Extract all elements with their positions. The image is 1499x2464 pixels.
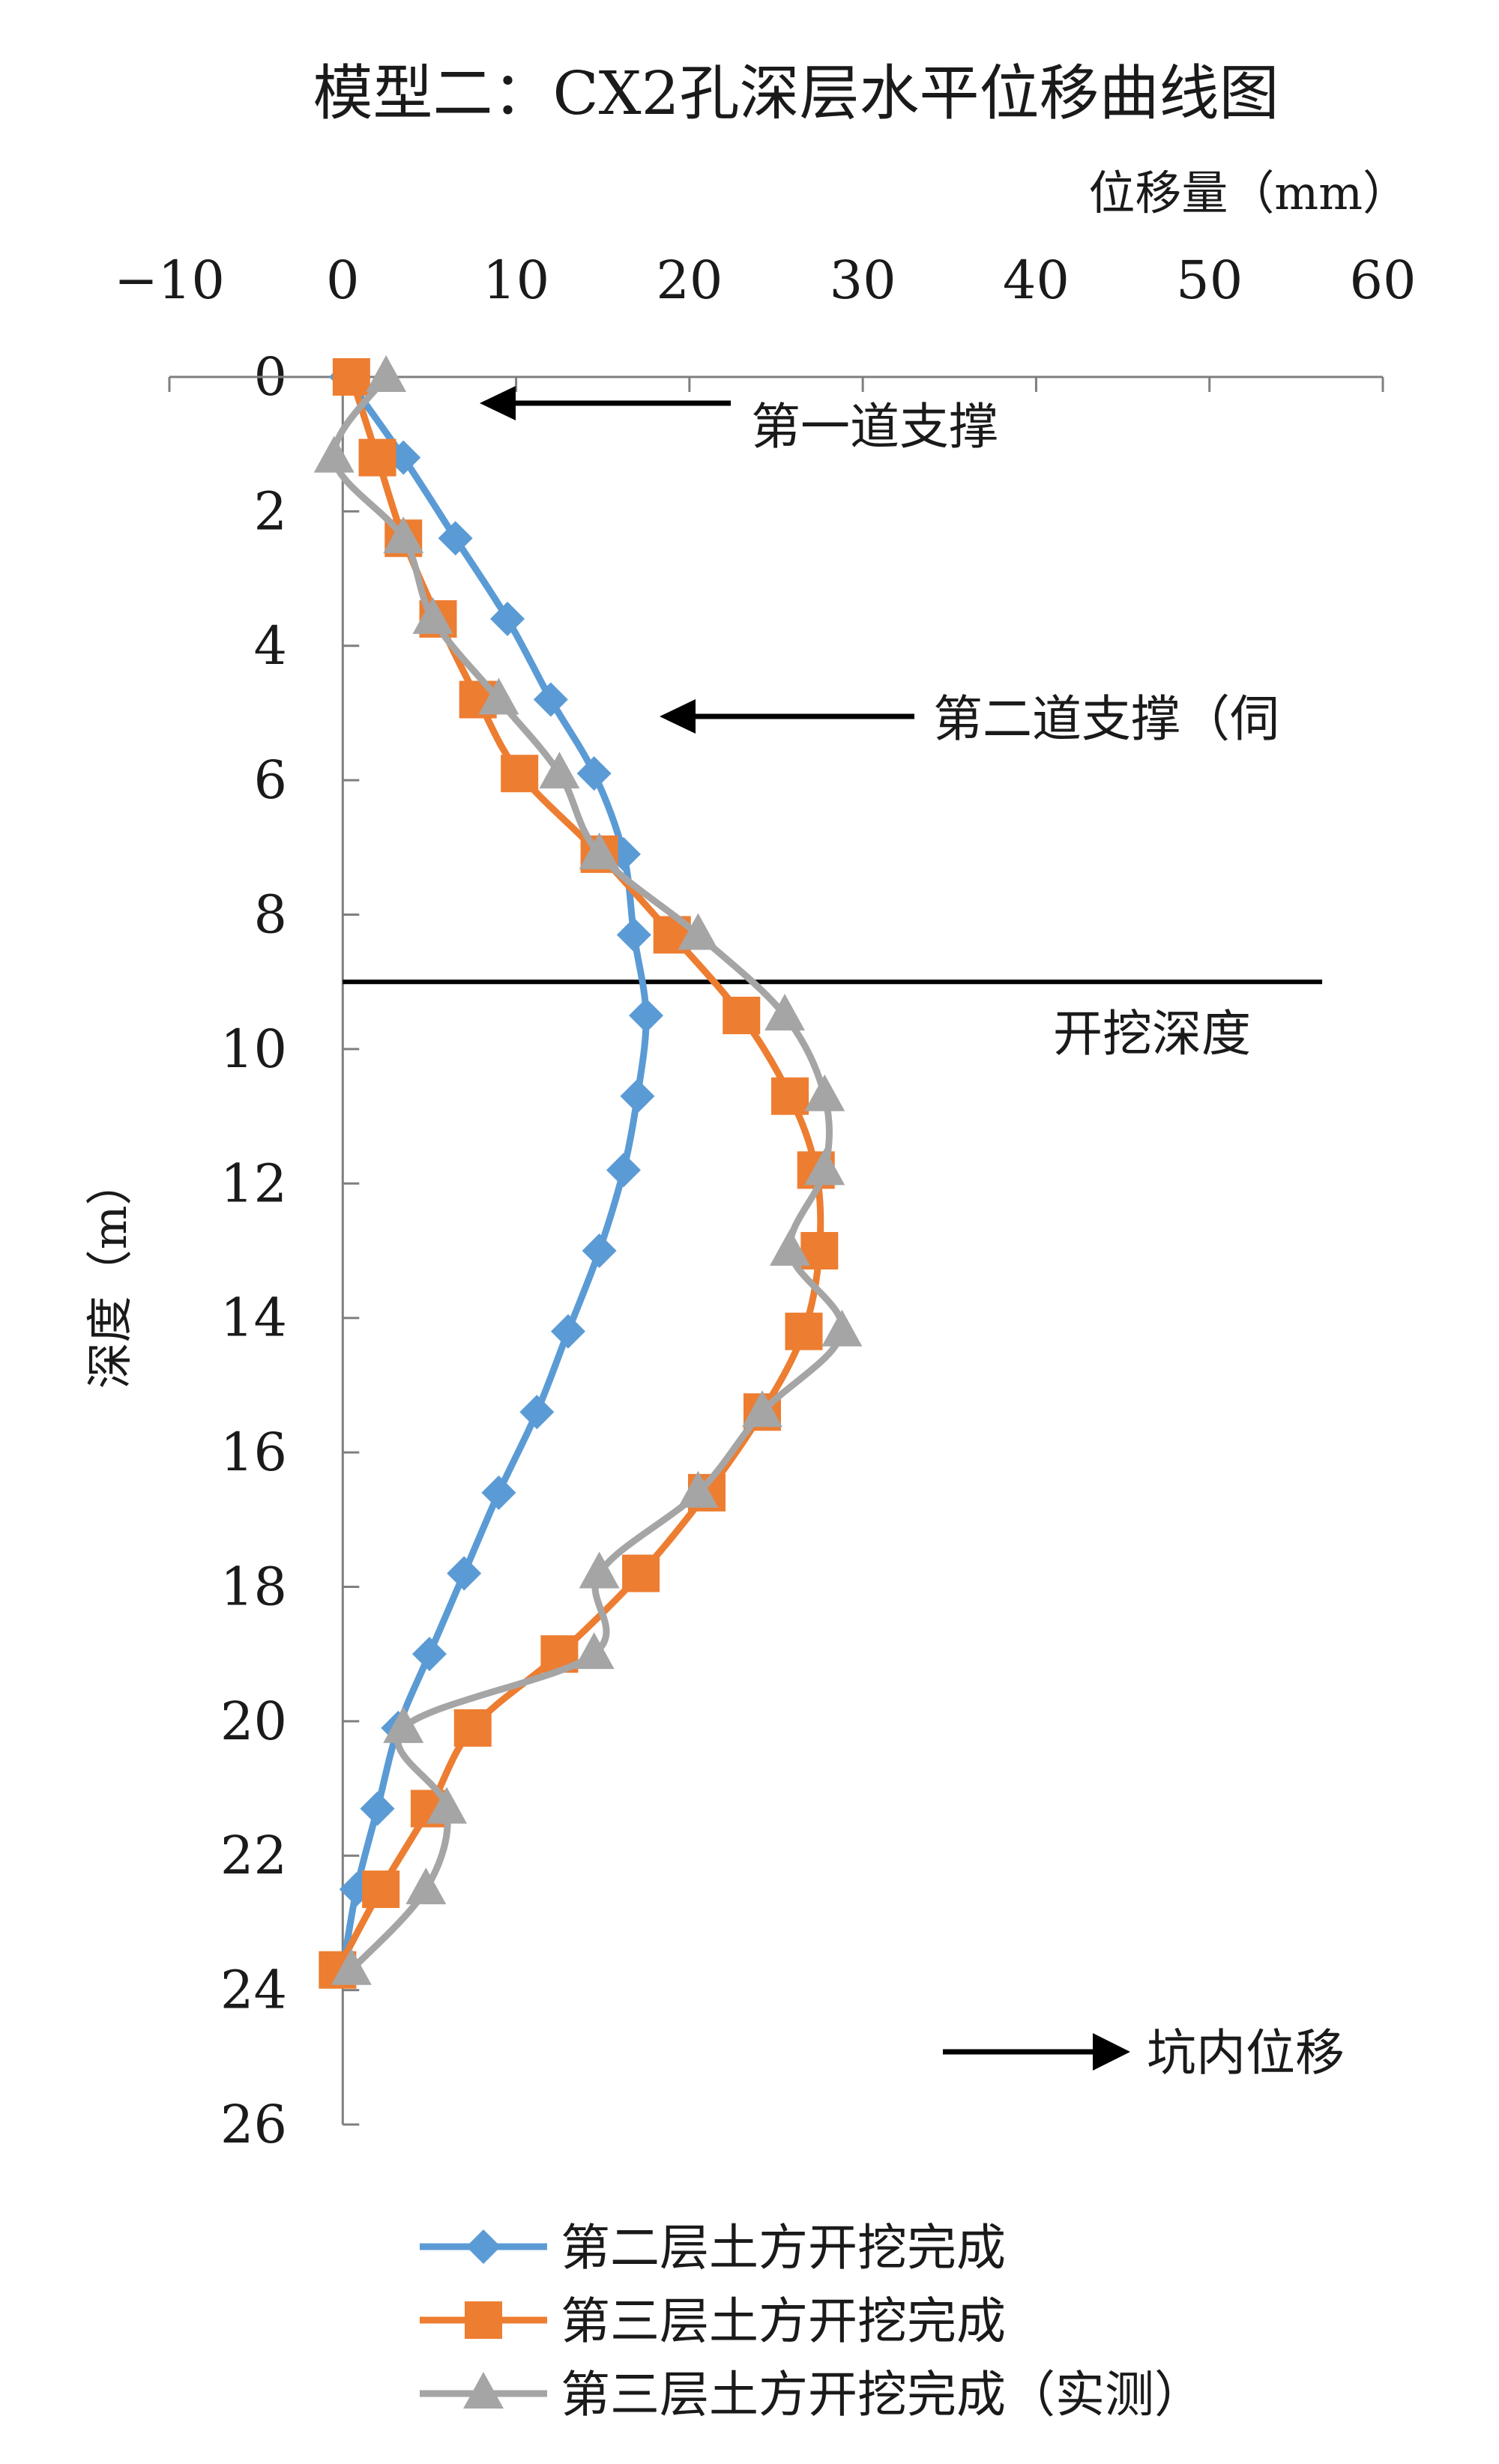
data-point: [438, 521, 473, 556]
data-point: [313, 435, 355, 473]
annotation-excavation-depth: 开挖深度: [1053, 1005, 1251, 1063]
y-axis-label: 深度（m）: [82, 1159, 137, 1389]
data-point: [821, 1309, 863, 1347]
data-point: [366, 355, 407, 392]
legend-item: 第三层土方开挖完成: [420, 2292, 1006, 2350]
y-tick-label: 24: [220, 1960, 287, 2021]
data-point: [447, 1556, 482, 1591]
y-tick-label: 8: [253, 884, 287, 946]
data-point: [622, 1554, 660, 1592]
data-point: [478, 677, 519, 715]
x-tick-label: 20: [656, 250, 723, 311]
series-3: [313, 355, 863, 1985]
y-tick-label: 18: [220, 1556, 287, 1617]
data-point: [550, 1314, 585, 1349]
data-point: [362, 1870, 400, 1909]
data-point: [533, 682, 568, 717]
data-point: [490, 601, 525, 636]
annotation-arrowhead-4: [1093, 2033, 1130, 2071]
data-point: [785, 1312, 823, 1350]
y-tick-label: 16: [220, 1422, 287, 1483]
legend-swatch-marker: [466, 2229, 501, 2264]
legend-label: 第三层土方开挖完成: [561, 2292, 1006, 2350]
x-axis-label: 位移量（mm）: [1088, 166, 1409, 220]
data-point: [411, 1637, 447, 1672]
x-tick-label: 30: [830, 250, 896, 311]
legend-swatch-marker: [463, 2372, 504, 2409]
y-tick-label: 26: [220, 2094, 287, 2155]
y-tick-label: 14: [220, 1287, 287, 1349]
data-point: [606, 1153, 641, 1188]
y-tick-label: 6: [253, 749, 287, 811]
annotation-text-2: 第二道支撑（伺: [933, 690, 1279, 748]
data-point: [519, 1395, 555, 1430]
data-point: [579, 832, 620, 869]
data-point: [331, 1948, 372, 1985]
y-axis-ticks: [343, 375, 360, 2126]
data-point: [501, 755, 539, 793]
data-point: [360, 1791, 395, 1826]
data-point: [573, 1632, 615, 1670]
data-point: [678, 1470, 719, 1508]
x-tick-label: 10: [483, 250, 549, 311]
annotation-support-1: 第一道支撑: [480, 386, 998, 456]
data-point: [629, 998, 664, 1033]
data-point: [453, 1709, 492, 1747]
legend-label: 第二层土方开挖完成: [561, 2219, 1006, 2277]
y-tick-label: 22: [220, 1825, 287, 1886]
data-point: [770, 1229, 811, 1266]
data-point: [332, 358, 370, 396]
annotation-inward-displacement: 坑内位移: [943, 2024, 1345, 2082]
data-point: [383, 516, 424, 554]
series-layer: [313, 355, 863, 1989]
data-point: [804, 1074, 845, 1111]
data-point: [741, 1390, 782, 1428]
data-point: [426, 1787, 468, 1824]
data-point: [576, 756, 612, 791]
data-point: [723, 997, 761, 1035]
data-point: [539, 752, 580, 789]
legend-item: 第三层土方开挖完成（实测）: [420, 2366, 1204, 2424]
annotation-arrowhead-2: [660, 699, 696, 734]
data-point: [412, 597, 453, 634]
x-tick-label: 40: [1003, 250, 1070, 311]
x-tick-label: 0: [326, 250, 360, 311]
legend-label: 第三层土方开挖完成（实测）: [561, 2366, 1204, 2424]
annotation-text-4: 坑内位移: [1147, 2024, 1345, 2082]
data-point: [771, 1077, 809, 1115]
data-point: [678, 913, 719, 950]
legend-item: 第二层土方开挖完成: [420, 2219, 1006, 2277]
annotation-arrowhead-1: [480, 386, 516, 420]
x-tick-label: 50: [1176, 250, 1243, 311]
data-point: [764, 994, 806, 1031]
data-point: [405, 1867, 447, 1905]
series-1: [325, 360, 664, 1987]
y-tick-label: 2: [253, 480, 287, 542]
data-point: [481, 1475, 516, 1510]
x-tick-label: 60: [1349, 250, 1416, 311]
annotation-support-2: 第二道支撑（伺: [660, 690, 1279, 748]
data-point: [383, 1706, 424, 1743]
data-point: [582, 1233, 617, 1268]
data-point: [358, 438, 396, 477]
y-tick-label: 4: [253, 615, 287, 677]
data-point: [579, 1551, 620, 1589]
data-point: [620, 1078, 655, 1114]
y-tick-label: 12: [220, 1153, 287, 1214]
series-line: [331, 373, 846, 1974]
y-tick-label: 10: [220, 1018, 287, 1080]
data-point: [804, 1148, 845, 1186]
annotation-text-1: 第一道支撑: [751, 398, 998, 456]
chart-title: 模型二：CX2孔深层水平位移曲线图: [313, 58, 1279, 128]
data-point: [616, 917, 651, 952]
y-tick-label: 20: [220, 1691, 287, 1752]
legend-swatch-marker: [465, 2301, 502, 2339]
x-tick-label: −10: [114, 250, 225, 311]
x-tick-labels: −10 0 10 20 30 40 50 60: [114, 250, 1416, 311]
